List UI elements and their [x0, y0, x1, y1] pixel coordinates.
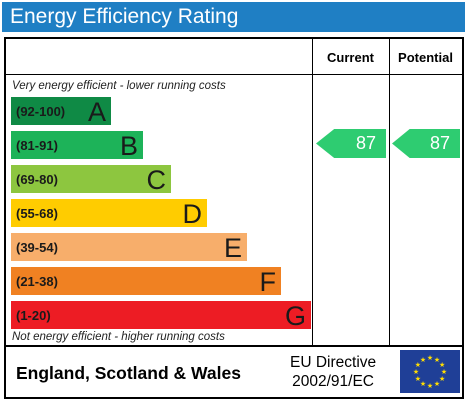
eu-star-icon: ★ [434, 380, 440, 388]
band-letter: F [259, 267, 277, 297]
band-range: (1-20) [16, 308, 51, 323]
eu-star-icon: ★ [439, 361, 445, 369]
band-a: (92-100) A [11, 97, 111, 127]
eu-star-icon: ★ [441, 368, 447, 376]
potential-column-header: Potential [398, 50, 453, 65]
eu-star-icon: ★ [415, 361, 421, 369]
eu-directive-line2: 2002/91/EC [292, 373, 374, 390]
band-range: (39-54) [16, 240, 58, 255]
eu-directive-line1: EU Directive [290, 354, 377, 371]
band-b: (81-91) B [11, 131, 143, 161]
band-letter: A [87, 97, 106, 127]
band-f: (21-38) F [11, 267, 281, 297]
eu-star-icon: ★ [439, 375, 445, 383]
eu-star-icon: ★ [427, 354, 433, 362]
eu-star-icon: ★ [413, 368, 419, 376]
current-rating-arrow: 87 [316, 129, 386, 158]
band-range: (69-80) [16, 172, 58, 187]
inefficient-note: Not energy efficient - higher running co… [12, 331, 225, 343]
header-divider [6, 74, 462, 75]
band-range: (55-68) [16, 206, 58, 221]
band-letter: D [182, 199, 203, 229]
rating-frame: Current Potential Very energy efficient … [4, 37, 464, 399]
eu-star-icon: ★ [420, 380, 426, 388]
current-column-header: Current [327, 50, 374, 65]
eu-star-icon: ★ [420, 356, 426, 364]
band-letter: G [284, 301, 306, 331]
header-bar: Energy Efficiency Rating [2, 2, 465, 32]
band-letter: B [119, 131, 138, 161]
band-range: (92-100) [16, 104, 66, 119]
current-rating-value: 87 [355, 133, 376, 153]
band-d: (55-68) D [11, 199, 207, 229]
band-range: (21-38) [16, 274, 58, 289]
footer-divider [6, 345, 462, 347]
band-range: (81-91) [16, 138, 58, 153]
band-letter: C [146, 165, 167, 195]
divider-potential [389, 39, 390, 345]
footer-country: England, Scotland & Wales [16, 363, 241, 383]
divider-current [312, 39, 313, 345]
potential-rating-arrow: 87 [392, 129, 460, 158]
potential-rating-value: 87 [429, 133, 450, 153]
eu-directive: EU Directive 2002/91/EC [290, 353, 376, 391]
eu-star-icon: ★ [415, 375, 421, 383]
band-letter: E [223, 233, 242, 263]
eu-star-icon: ★ [434, 356, 440, 364]
eu-star-icon: ★ [427, 382, 433, 390]
band-g: (1-20) G [11, 301, 311, 331]
eu-flag-icon: ★ ★ ★ ★ ★ ★ ★ ★ ★ ★ ★ ★ [400, 350, 460, 393]
band-e: (39-54) E [11, 233, 247, 263]
efficient-note: Very energy efficient - lower running co… [12, 80, 226, 92]
band-c: (69-80) C [11, 165, 171, 195]
chart-title: Energy Efficiency Rating [10, 5, 239, 28]
